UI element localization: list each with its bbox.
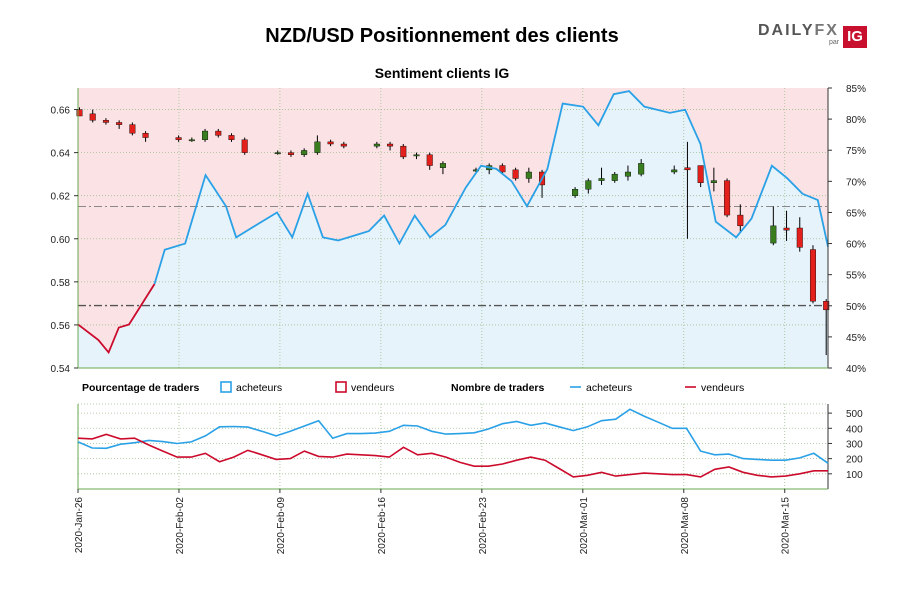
candle-body bbox=[710, 180, 717, 183]
candle-body bbox=[611, 173, 618, 181]
count-y-tick-label: 300 bbox=[846, 439, 863, 450]
candle-body bbox=[512, 169, 519, 179]
y-left-tick-label: 0.64 bbox=[51, 149, 71, 160]
x-tick-label: 2020-Jan-26 bbox=[74, 497, 85, 554]
y-right-tick-label: 70% bbox=[846, 177, 866, 188]
candle-body bbox=[572, 189, 579, 196]
x-tick-label: 2020-Mar-15 bbox=[781, 497, 792, 555]
candle-body bbox=[129, 124, 136, 134]
legend-pct-title: Pourcentage de traders bbox=[82, 382, 199, 394]
candle-body bbox=[697, 165, 704, 183]
candle-body bbox=[215, 130, 222, 136]
candle-body bbox=[770, 225, 777, 244]
candle-body bbox=[638, 163, 645, 175]
y-right-tick-label: 50% bbox=[846, 302, 866, 313]
chart-title: NZD/USD Positionnement des clients bbox=[265, 25, 618, 47]
count-sellers-line bbox=[77, 433, 828, 478]
y-right-tick-label: 55% bbox=[846, 271, 866, 282]
candle-body bbox=[373, 143, 380, 147]
buyers-area bbox=[78, 91, 828, 368]
candle-body bbox=[796, 227, 803, 248]
buyers-pct-line-below-50 bbox=[77, 283, 156, 355]
legend-count-sellers-label: vendeurs bbox=[701, 382, 744, 394]
legend-count-title: Nombre de traders bbox=[451, 382, 545, 394]
legend-sellers-swatch bbox=[335, 381, 347, 393]
candle-body bbox=[684, 167, 691, 171]
candle-body bbox=[340, 143, 347, 147]
candle-body bbox=[426, 154, 433, 166]
candle-body bbox=[241, 139, 248, 153]
candle-body bbox=[499, 165, 506, 173]
candle-body bbox=[142, 133, 149, 138]
y-right-tick-label: 80% bbox=[846, 115, 866, 126]
candle-body bbox=[327, 141, 334, 145]
x-axis: 2020-Jan-26 2020-Feb-02 2020-Feb-09 2020-Fe… bbox=[74, 489, 792, 554]
candle-body bbox=[102, 120, 109, 123]
y-left-tick-label: 0.56 bbox=[51, 321, 71, 332]
candle-body bbox=[737, 214, 744, 227]
x-tick-label: 2020-Feb-16 bbox=[377, 497, 388, 555]
y-left-tick-label: 0.62 bbox=[51, 192, 71, 203]
candle-body bbox=[400, 145, 407, 158]
candle-body bbox=[585, 180, 592, 190]
y-right-tick-label: 45% bbox=[846, 333, 866, 344]
candle-body bbox=[287, 152, 294, 155]
candle-body bbox=[116, 122, 123, 125]
candle-body bbox=[188, 139, 195, 142]
candle-body bbox=[624, 171, 631, 177]
candle-body bbox=[783, 227, 790, 231]
candle-body bbox=[413, 154, 420, 157]
candle-body bbox=[175, 137, 182, 140]
candle-body bbox=[439, 163, 446, 168]
sellers-area bbox=[78, 88, 828, 353]
candle-body bbox=[89, 113, 96, 121]
main-panel: 0.66 0.64 0.62 0.60 0.58 0.56 0.54 85% 80% 75% 70%… bbox=[51, 84, 867, 375]
y-left-tick-label: 0.54 bbox=[51, 364, 71, 375]
count-y-tick-label: 500 bbox=[846, 409, 863, 420]
y-left-tick-label: 0.58 bbox=[51, 278, 71, 289]
y-right-tick-label: 85% bbox=[846, 84, 866, 95]
y-left-tick-label: 0.60 bbox=[51, 235, 71, 246]
candle-body bbox=[809, 249, 816, 302]
candle-body bbox=[76, 109, 83, 117]
count-y-tick-label: 200 bbox=[846, 455, 863, 466]
x-tick-label: 2020-Mar-08 bbox=[680, 497, 691, 555]
count-y-tick-label: 400 bbox=[846, 424, 863, 435]
x-tick-label: 2020-Mar-01 bbox=[579, 497, 590, 555]
x-tick-label: 2020-Feb-09 bbox=[276, 497, 287, 555]
candle-body bbox=[525, 171, 532, 179]
count-y-tick-label: 100 bbox=[846, 470, 863, 481]
y-right-tick-label: 75% bbox=[846, 146, 866, 157]
candle-body bbox=[387, 143, 394, 147]
candle-body bbox=[724, 180, 731, 216]
candle-body bbox=[202, 130, 209, 140]
y-left-tick-label: 0.66 bbox=[51, 106, 71, 117]
candle-body bbox=[301, 150, 308, 155]
candle-body bbox=[598, 178, 605, 181]
x-tick-label: 2020-Feb-23 bbox=[478, 497, 489, 555]
legend-buyers-label: acheteurs bbox=[236, 382, 282, 394]
legend-count-buyers-label: acheteurs bbox=[586, 382, 632, 394]
candle-body bbox=[314, 141, 321, 153]
buyers-pct-line bbox=[153, 90, 829, 285]
dailyfx-logo: DAILYFX bbox=[758, 22, 839, 39]
count-buyers-line bbox=[77, 408, 829, 464]
legend-sellers-label: vendeurs bbox=[351, 382, 394, 394]
y-right-tick-label: 60% bbox=[846, 240, 866, 251]
logo-par-text: par bbox=[829, 39, 840, 46]
candle-body bbox=[671, 169, 678, 173]
candle-body bbox=[274, 152, 281, 155]
legend-buyers-swatch bbox=[220, 381, 232, 393]
x-tick-label: 2020-Feb-02 bbox=[175, 497, 186, 555]
chart-subtitle: Sentiment clients IG bbox=[375, 65, 510, 81]
trader-count-panel: 500 400 300 200 100 bbox=[77, 403, 863, 490]
legend: Pourcentage de traders acheteurs vendeurs N… bbox=[82, 381, 744, 394]
ig-logo: IG bbox=[843, 26, 867, 48]
candle-body bbox=[228, 135, 235, 140]
y-right-tick-label: 40% bbox=[846, 364, 866, 375]
y-right-tick-label: 65% bbox=[846, 208, 866, 219]
